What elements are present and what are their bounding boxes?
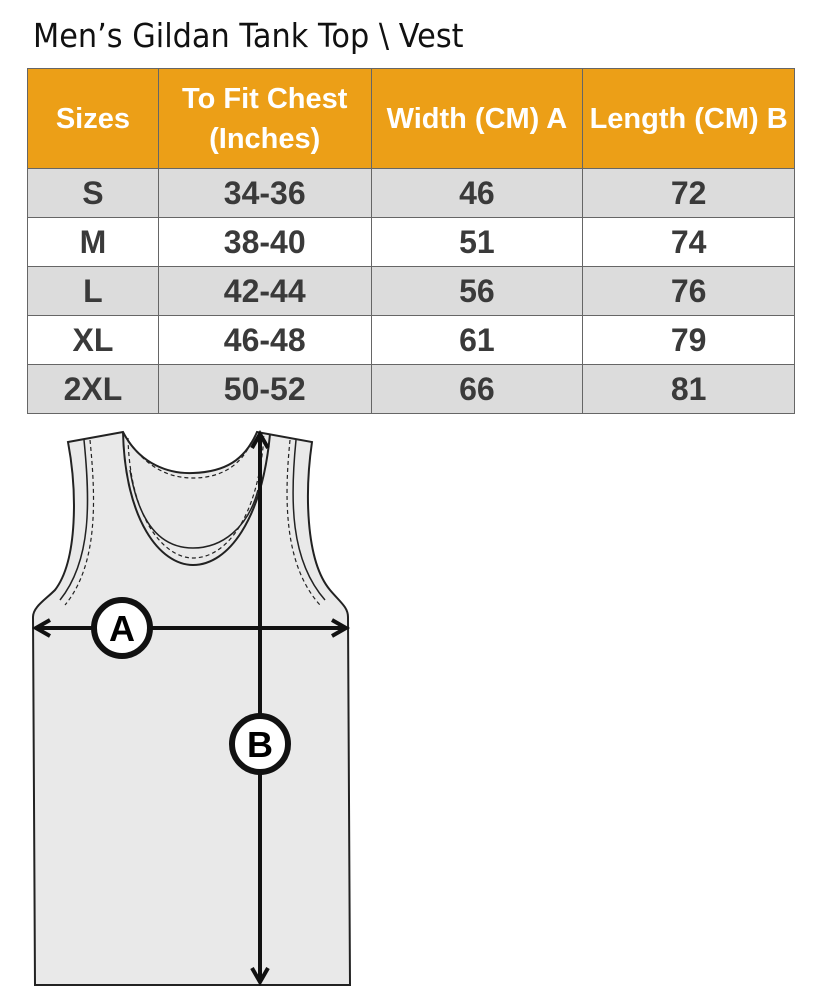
cell-length: 76	[582, 266, 795, 316]
cell-width: 61	[370, 315, 584, 365]
table-row: L 42-44 56 76	[27, 266, 795, 316]
header-row: Sizes To Fit Chest (Inches) Width (CM) A…	[27, 68, 795, 169]
size-chart-table: Sizes To Fit Chest (Inches) Width (CM) A…	[27, 68, 795, 414]
cell-width: 51	[370, 217, 584, 267]
cell-chest: 42-44	[157, 266, 372, 316]
cell-size: S	[27, 168, 159, 218]
cell-chest: 38-40	[157, 217, 372, 267]
cell-length: 79	[582, 315, 795, 365]
cell-chest: 46-48	[157, 315, 372, 365]
table-row: XL 46-48 61 79	[27, 315, 795, 365]
measure-b-arrow	[250, 429, 270, 987]
cell-size: M	[27, 217, 159, 267]
tank-top-outline	[31, 430, 352, 986]
label-b: B	[247, 724, 273, 765]
header-width: Width (CM) A	[370, 68, 584, 169]
cell-size: XL	[27, 315, 159, 365]
page-title: Men’s Gildan Tank Top \ Vest	[33, 16, 464, 55]
header-length: Length (CM) B	[582, 68, 795, 169]
cell-width: 46	[370, 168, 584, 218]
header-sizes: Sizes	[27, 68, 159, 169]
label-a: A	[109, 608, 135, 649]
cell-length: 81	[582, 364, 795, 414]
cell-size: 2XL	[27, 364, 159, 414]
cell-width: 66	[370, 364, 584, 414]
cell-length: 72	[582, 168, 795, 218]
cell-length: 74	[582, 217, 795, 267]
cell-chest: 50-52	[157, 364, 372, 414]
label-b-badge: B	[229, 713, 291, 775]
table-row: M 38-40 51 74	[27, 217, 795, 267]
table-row: 2XL 50-52 66 81	[27, 364, 795, 414]
label-a-badge: A	[91, 597, 153, 659]
measure-a-arrow	[31, 618, 351, 638]
header-chest: To Fit Chest (Inches)	[157, 68, 372, 169]
cell-width: 56	[370, 266, 584, 316]
